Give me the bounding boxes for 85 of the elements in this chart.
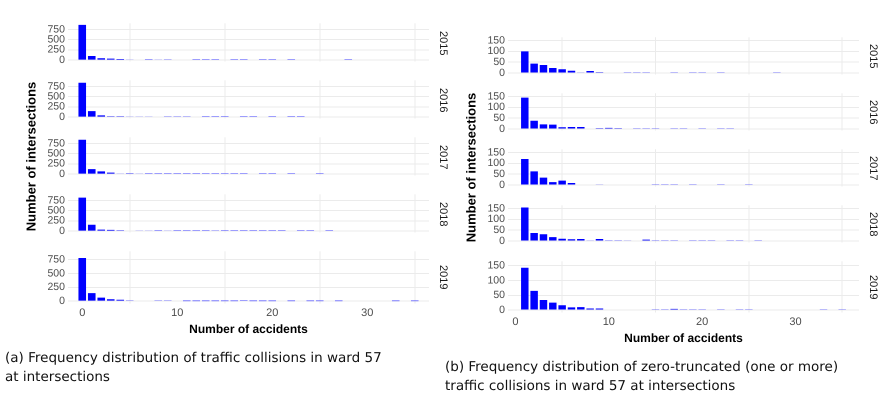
y-tick-label: 100 xyxy=(487,274,506,286)
y-tick-label: 500 xyxy=(47,204,66,217)
y-tick-label: 0 xyxy=(59,295,66,308)
y-tick-label: 100 xyxy=(487,213,506,226)
x-tick-label: 0 xyxy=(512,316,519,328)
y-tick-label: 750 xyxy=(47,137,66,150)
text: (a) Frequency distribution of traffic collisions in ward 57 at intersections xyxy=(5,349,383,387)
y-tick-label: 50 xyxy=(493,289,506,302)
text: 2015 xyxy=(437,30,449,55)
x-tick-label: 20 xyxy=(696,316,708,328)
y-tick-label: 50 xyxy=(493,112,506,124)
y-tick-label: 750 xyxy=(47,254,66,266)
bar xyxy=(549,237,557,240)
text: 2019 xyxy=(867,274,879,300)
bar xyxy=(88,111,96,117)
y-tick-label: 0 xyxy=(59,54,66,66)
y-tick-label: 150 xyxy=(487,146,506,158)
y-tick-label: 500 xyxy=(47,34,66,46)
y-tick-label: 150 xyxy=(487,90,506,102)
text: 2017 xyxy=(437,144,449,169)
y-tick-label: 50 xyxy=(493,56,506,68)
y-tick-label: 250 xyxy=(47,100,66,113)
bar xyxy=(549,124,557,128)
y-tick-label: 100 xyxy=(487,101,506,114)
y-tick-label: 0 xyxy=(59,224,66,237)
bar xyxy=(78,258,86,301)
x-tick-label: 10 xyxy=(602,316,615,328)
y-tick-label: 0 xyxy=(59,110,66,123)
y-tick-label: 100 xyxy=(487,45,506,58)
y-tick-label: 750 xyxy=(47,23,66,36)
bar xyxy=(88,56,96,60)
x-tick-label: 10 xyxy=(171,307,184,320)
bar xyxy=(549,302,557,310)
bar xyxy=(78,198,86,231)
y-tick-label: 500 xyxy=(47,267,66,280)
y-tick-label: 100 xyxy=(487,157,506,170)
y-tick-label: 0 xyxy=(499,66,506,79)
text: 2019 xyxy=(437,265,449,290)
x-tick-label: 0 xyxy=(79,307,86,320)
y-tick-label: 500 xyxy=(47,90,66,103)
bar xyxy=(97,298,106,301)
y-tick-label: 150 xyxy=(487,34,506,46)
y-tick-label: 750 xyxy=(47,194,66,206)
y-tick-label: 150 xyxy=(487,202,506,214)
y-axis-title: Number of intersections xyxy=(23,81,38,231)
bar xyxy=(521,159,529,184)
bar xyxy=(78,140,86,174)
y-tick-label: 150 xyxy=(487,260,506,272)
y-tick-label: 500 xyxy=(47,148,66,160)
text: 2017 xyxy=(867,156,879,180)
bar xyxy=(521,268,529,310)
bar xyxy=(521,51,529,72)
bar xyxy=(577,307,585,310)
bar xyxy=(521,207,529,240)
x-axis-title: Number of accidents xyxy=(624,331,744,346)
y-tick-label: 0 xyxy=(499,178,506,191)
bar xyxy=(78,82,86,117)
y-tick-label: 0 xyxy=(499,122,506,135)
x-tick-label: 30 xyxy=(789,316,802,328)
bar xyxy=(88,224,96,231)
text: 2016 xyxy=(867,100,879,124)
text: 2015 xyxy=(867,44,879,68)
text: 2016 xyxy=(437,88,449,112)
bar xyxy=(78,24,86,60)
y-tick-label: 0 xyxy=(59,168,66,180)
y-tick-label: 750 xyxy=(47,80,66,92)
y-tick-label: 0 xyxy=(499,234,506,247)
bar xyxy=(88,169,96,174)
y-tick-label: 250 xyxy=(47,214,66,227)
x-tick-label: 30 xyxy=(361,307,374,320)
y-tick-label: 250 xyxy=(47,158,66,170)
y-tick-label: 250 xyxy=(47,281,66,294)
bar xyxy=(521,98,529,128)
x-axis-title: Number of accidents xyxy=(189,322,308,336)
y-tick-label: 50 xyxy=(493,224,506,236)
y-tick-label: 50 xyxy=(493,168,506,180)
y-axis-title: Number of intersections xyxy=(463,92,478,242)
text: 2018 xyxy=(867,212,879,236)
bar xyxy=(97,171,106,174)
text: (b) Frequency distribution of zero-truncated (one or more) traffic collisions in ward 57 at intersections xyxy=(445,358,840,396)
text: 2018 xyxy=(437,202,449,226)
bar xyxy=(549,68,557,72)
y-tick-label: 250 xyxy=(47,44,66,56)
x-tick-label: 20 xyxy=(266,307,278,320)
bar xyxy=(88,293,96,301)
